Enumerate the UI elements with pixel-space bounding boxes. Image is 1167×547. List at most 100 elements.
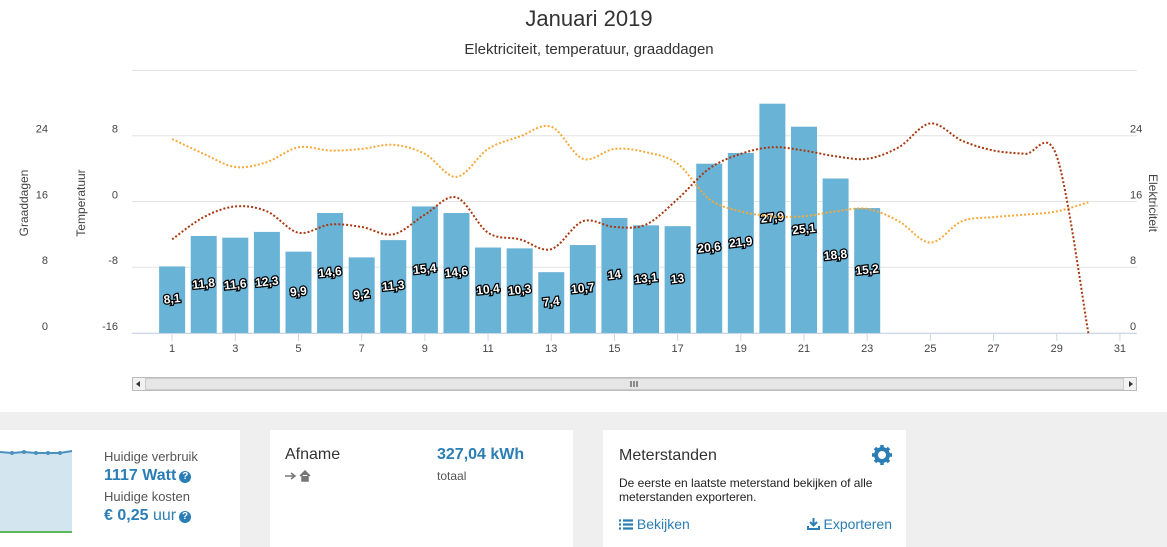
data-label: 12,3 xyxy=(254,273,279,289)
scroll-grip xyxy=(630,381,638,387)
y-axis-title: Elektriciteit xyxy=(1146,174,1160,233)
x-tick-label: 31 xyxy=(1114,343,1126,355)
bar xyxy=(253,231,280,333)
data-label: 14,6 xyxy=(444,264,469,280)
y-tick-label: 24 xyxy=(36,124,48,136)
x-tick-label: 13 xyxy=(545,343,557,355)
usage-text: 1117 Watt xyxy=(104,467,177,484)
bar-series xyxy=(159,103,881,334)
meterstanden-text: De eerste en laatste meterstand bekijken… xyxy=(619,476,873,504)
y-axis-title: Graaddagen xyxy=(17,170,31,237)
data-label: 20,6 xyxy=(697,239,722,255)
y-tick-label: 0 xyxy=(112,189,118,201)
data-label: 14,6 xyxy=(318,264,343,280)
usage-label: Huidige verbruik xyxy=(104,449,198,464)
bar xyxy=(664,226,691,333)
export-link[interactable]: Exporteren xyxy=(806,516,892,532)
meterstanden-title: Meterstanden xyxy=(619,447,717,464)
bar xyxy=(348,257,375,333)
bar xyxy=(190,236,217,333)
help-icon[interactable]: ? xyxy=(179,511,192,523)
x-tick-label: 23 xyxy=(861,343,873,355)
bar xyxy=(159,266,186,333)
cost-text: € 0,25 xyxy=(104,507,149,524)
data-label: 9,9 xyxy=(289,284,307,300)
x-tick-label: 7 xyxy=(359,343,365,355)
y-tick-label: 8 xyxy=(112,124,118,136)
data-label: 27,9 xyxy=(760,209,785,225)
download-icon xyxy=(806,518,820,530)
cost-unit: uur xyxy=(152,507,177,524)
x-tick-label: 3 xyxy=(232,343,238,355)
data-label: 10,4 xyxy=(476,281,501,297)
bar xyxy=(854,208,881,333)
bar xyxy=(727,153,754,333)
scrollbar[interactable] xyxy=(132,377,1137,391)
bar xyxy=(475,247,502,333)
x-tick-label: 5 xyxy=(295,343,301,355)
data-label: 13 xyxy=(670,271,685,286)
bar xyxy=(538,272,565,333)
data-label: 13,1 xyxy=(634,270,659,286)
cost-label: Huidige kosten xyxy=(104,489,190,504)
x-tick-label: 17 xyxy=(672,343,684,355)
bar xyxy=(506,248,533,333)
data-label: 15,2 xyxy=(855,261,880,277)
bar xyxy=(443,213,470,333)
help-icon[interactable]: ? xyxy=(179,471,192,483)
flow-icons xyxy=(285,470,311,482)
x-tick-label: 15 xyxy=(608,343,620,355)
data-label: 10,3 xyxy=(507,282,532,298)
cost-value: € 0,25 uur? xyxy=(104,507,192,525)
chart: Januari 2019 Elektriciteit, temperatuur,… xyxy=(17,6,1160,391)
y-tick-label: 16 xyxy=(1130,189,1142,201)
export-text[interactable]: Exporteren xyxy=(823,516,892,532)
x-tick-label: 11 xyxy=(482,343,493,355)
settings-icon[interactable] xyxy=(871,444,893,466)
x-tick-label: 9 xyxy=(422,343,428,355)
meterstanden-card: Meterstanden De eerste en laatste meters… xyxy=(603,430,906,547)
chart-subtitle: Elektriciteit, temperatuur, graaddagen xyxy=(464,41,713,58)
y-tick-label: -8 xyxy=(108,255,118,267)
bar xyxy=(696,163,723,333)
chart-title: Januari 2019 xyxy=(525,6,652,31)
data-label: 10,7 xyxy=(570,280,595,296)
y-tick-label: 8 xyxy=(1130,255,1136,267)
x-tick-label: 25 xyxy=(924,343,936,355)
y-tick-label: 16 xyxy=(36,189,48,201)
current-card: Huidige verbruik 1117 Watt? Huidige kost… xyxy=(0,430,240,547)
usage-value: 1117 Watt? xyxy=(104,467,192,485)
data-label: 21,9 xyxy=(728,234,753,250)
x-tick-label: 21 xyxy=(798,343,810,355)
bar xyxy=(791,126,818,333)
bar xyxy=(569,245,596,333)
afname-card: Afname 327,04 kWh totaal xyxy=(270,430,573,547)
bar xyxy=(822,178,849,333)
list-icon xyxy=(619,519,633,530)
bar xyxy=(317,213,344,333)
view-text[interactable]: Bekijken xyxy=(636,516,690,532)
x-tick-label: 27 xyxy=(987,343,999,355)
bar xyxy=(601,217,628,333)
data-label: 25,1 xyxy=(792,221,817,237)
data-label: 18,8 xyxy=(823,247,848,263)
data-label: 7,4 xyxy=(542,294,560,310)
data-label: 11,3 xyxy=(381,278,405,294)
x-tick-label: 19 xyxy=(735,343,747,355)
bar xyxy=(759,103,786,334)
x-tick-label: 29 xyxy=(1051,343,1063,355)
data-label: 11,6 xyxy=(223,276,247,292)
bar xyxy=(411,206,438,333)
y-tick-label: 24 xyxy=(1130,124,1142,136)
y-axis-title: Temperatuur xyxy=(74,169,88,236)
data-label: 15,4 xyxy=(412,261,437,277)
bar xyxy=(633,225,660,333)
view-link[interactable]: Bekijken xyxy=(619,516,690,532)
bar xyxy=(285,251,312,333)
data-label: 11,8 xyxy=(192,276,216,292)
data-label: 8,1 xyxy=(163,291,181,307)
y-tick-label: -16 xyxy=(102,321,118,333)
sparkline xyxy=(0,450,73,533)
dashboard-panels: Huidige verbruik 1117 Watt? Huidige kost… xyxy=(0,412,1167,547)
